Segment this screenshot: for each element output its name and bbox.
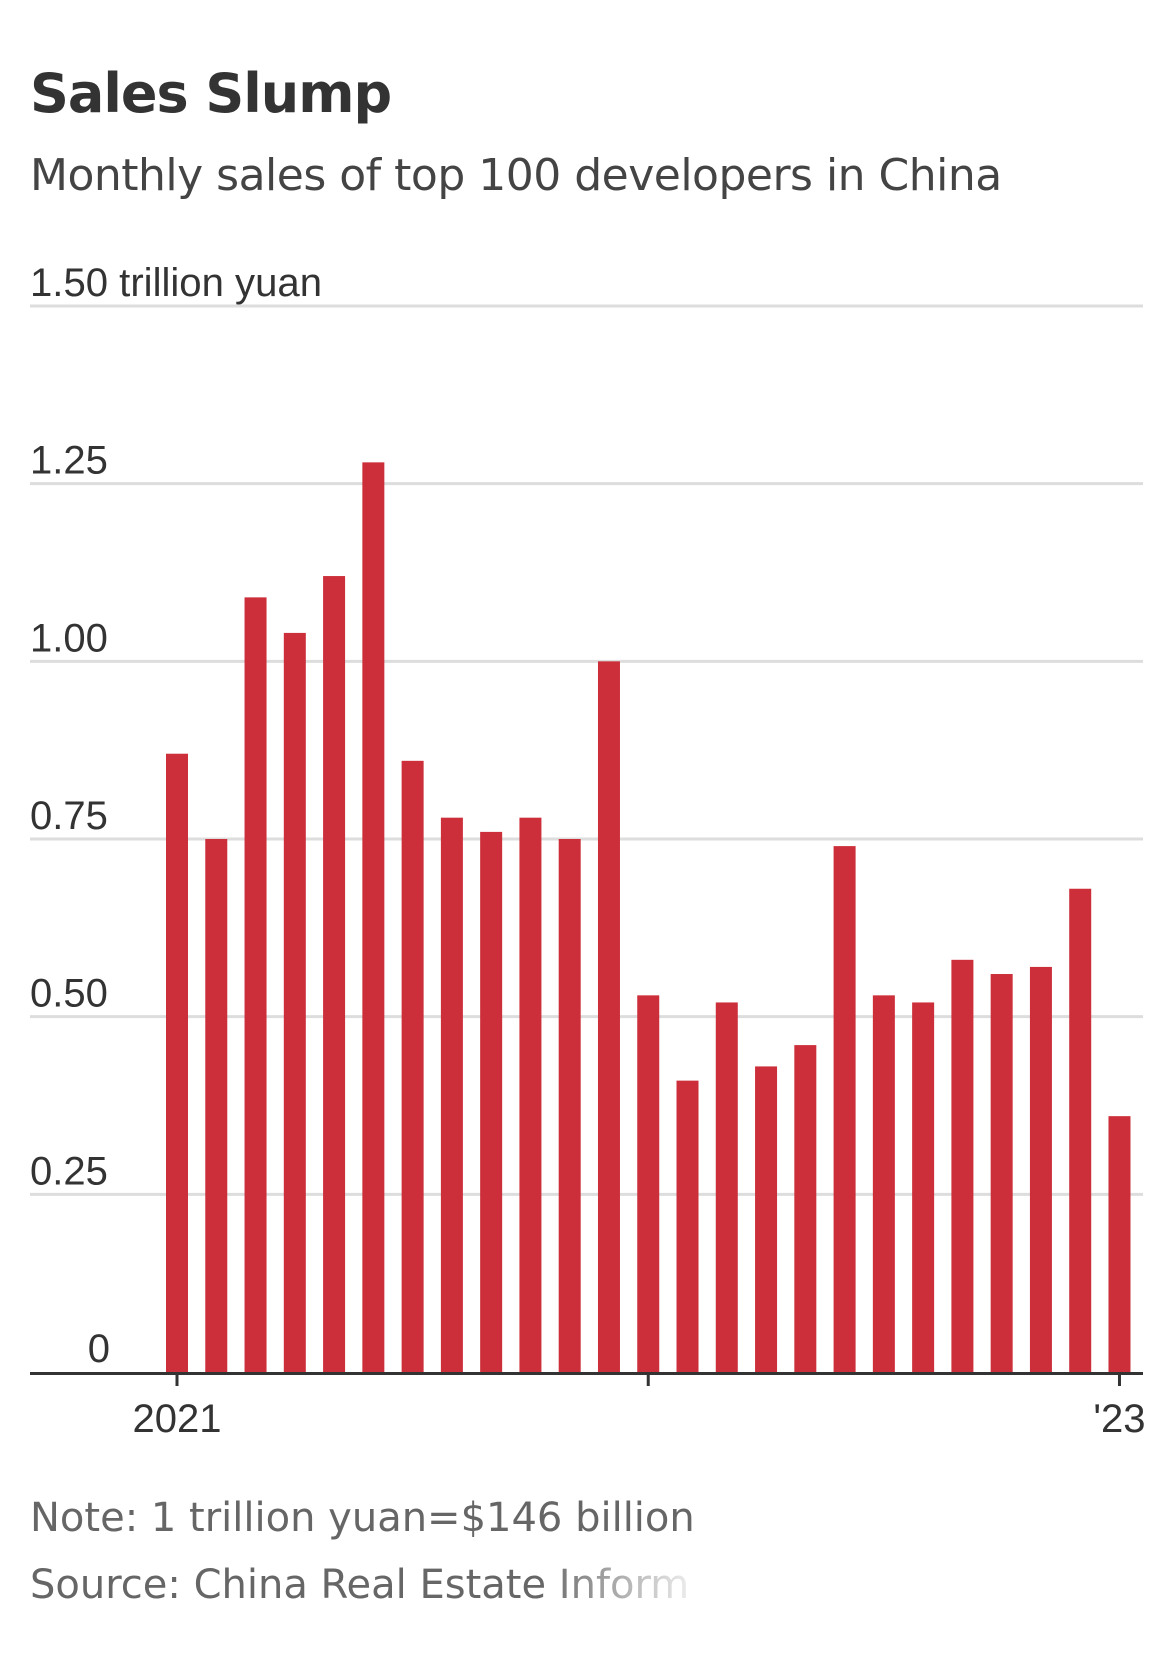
y-tick-label: 0 [88, 1327, 110, 1371]
chart-source: Source: China Real Estate Inform [30, 1562, 690, 1608]
chart-subtitle: Monthly sales of top 100 developers in C… [30, 150, 1002, 201]
bar-2022-02 [676, 1080, 699, 1372]
bar-2022-07 [872, 995, 895, 1372]
y-tick-label: 1.25 [30, 439, 108, 483]
bar-2022-08 [912, 1002, 935, 1372]
bar-2021-02 [205, 839, 228, 1372]
bar-2022-12 [1069, 888, 1092, 1372]
bar-2021-11 [558, 839, 581, 1372]
bar-chart: 0 0.25 0.50 0.75 1.00 1.25 1.50 trillion yuan 2… [30, 261, 1146, 1441]
y-tick-label: 0.75 [30, 794, 108, 838]
y-tick-label: 0.50 [30, 972, 108, 1016]
bar-2021-09 [480, 831, 503, 1372]
y-tick-label: 0.25 [30, 1149, 108, 1193]
bar-2021-03 [244, 597, 267, 1372]
bar-2022-03 [715, 1002, 738, 1372]
bar-2022-01 [637, 995, 660, 1372]
bar-2022-04 [755, 1066, 778, 1372]
bar-2021-04 [283, 632, 306, 1372]
bar-2021-07 [401, 760, 424, 1372]
bar-2022-09 [951, 959, 974, 1372]
bar-2021-10 [519, 817, 542, 1372]
bar-2021-08 [440, 817, 463, 1372]
bar-2021-12 [597, 661, 620, 1372]
bar-2021-01 [166, 753, 188, 1372]
y-tick-label: 1.00 [30, 616, 108, 660]
bar-2021-06 [362, 462, 385, 1372]
x-tick-label: '23 [1093, 1397, 1145, 1441]
bar-2022-06 [833, 846, 856, 1372]
bar-2021-05 [323, 576, 346, 1372]
bar-2022-10 [990, 974, 1013, 1372]
x-tick-label: 2021 [133, 1397, 222, 1441]
bar-2023-01 [1108, 1116, 1131, 1372]
chart-title: Sales Slump [30, 62, 392, 125]
chart-note: Note: 1 trillion yuan=$146 billion [30, 1495, 695, 1541]
y-unit-label: 1.50 trillion yuan [30, 261, 322, 305]
bar-2022-05 [794, 1045, 817, 1372]
bar-2022-11 [1029, 966, 1052, 1372]
